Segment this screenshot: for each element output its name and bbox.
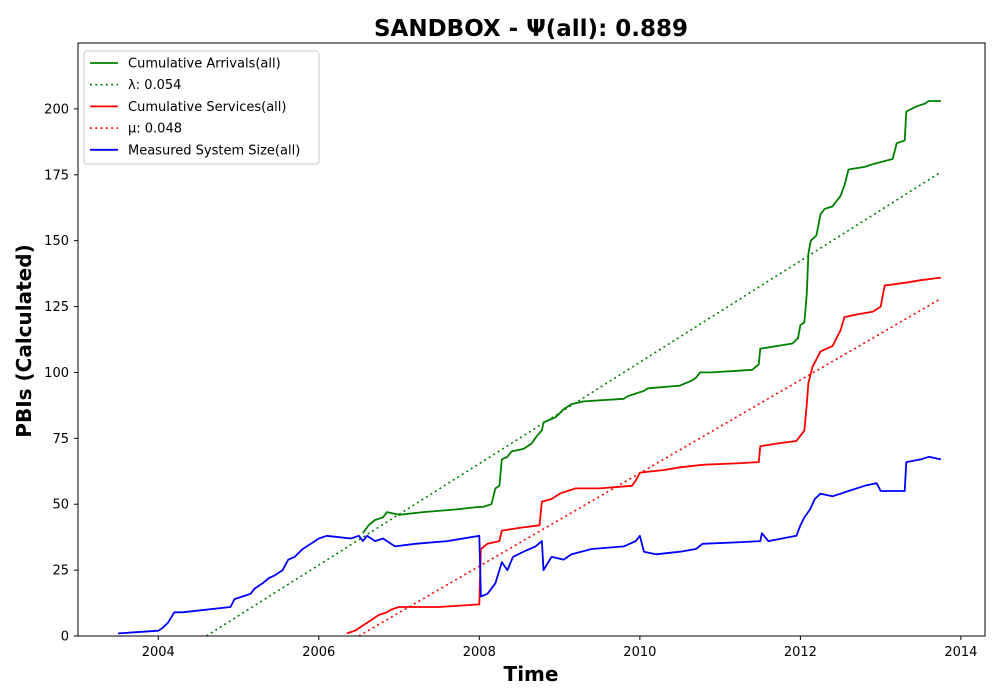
legend-entry-4: μ: 0.048 bbox=[128, 122, 182, 137]
axes-frame bbox=[77, 42, 986, 637]
y-tick-label: 50 bbox=[52, 498, 69, 513]
x-tick-label: 2006 bbox=[302, 645, 335, 660]
legend-entry-5: Measured System Size(all) bbox=[128, 143, 300, 158]
y-tick-label: 25 bbox=[52, 564, 69, 579]
y-tick-label: 150 bbox=[44, 234, 69, 249]
x-axis: 2004 2006 2008 2010 2012 2014 bbox=[142, 636, 977, 660]
legend-entry-3: Cumulative Services(all) bbox=[128, 100, 286, 115]
x-axis-label: Time bbox=[504, 662, 559, 686]
y-axis: 0 25 50 75 100 125 150 175 200 bbox=[44, 102, 78, 645]
legend-box bbox=[83, 50, 320, 165]
x-tick-label: 2014 bbox=[944, 645, 977, 660]
axes-border bbox=[77, 42, 986, 637]
x-tick-label: 2008 bbox=[463, 645, 496, 660]
legend: Cumulative Arrivals(all) λ: 0.054 Cumulati… bbox=[83, 50, 320, 165]
plot-area bbox=[118, 100, 942, 636]
series-line-2 bbox=[205, 171, 942, 636]
y-axis-label: PBIs (Calculated) bbox=[12, 244, 36, 437]
y-tick-label: 0 bbox=[61, 630, 69, 645]
chart-title: SANDBOX - Ψ(all): 0.889 bbox=[374, 16, 688, 42]
series-line-4 bbox=[358, 297, 942, 636]
y-tick-label: 200 bbox=[44, 102, 69, 117]
y-tick-label: 175 bbox=[44, 168, 69, 183]
y-tick-label: 75 bbox=[52, 432, 69, 447]
series-line-5 bbox=[118, 455, 942, 635]
y-tick-label: 100 bbox=[44, 366, 69, 381]
x-tick-label: 2010 bbox=[623, 645, 656, 660]
series-line-1 bbox=[362, 100, 941, 534]
series-line-3 bbox=[346, 276, 942, 635]
x-tick-label: 2004 bbox=[142, 645, 175, 660]
legend-entry-1: Cumulative Arrivals(all) bbox=[128, 57, 281, 72]
x-tick-label: 2012 bbox=[784, 645, 817, 660]
legend-entry-2: λ: 0.054 bbox=[128, 78, 181, 93]
y-tick-label: 125 bbox=[44, 300, 69, 315]
